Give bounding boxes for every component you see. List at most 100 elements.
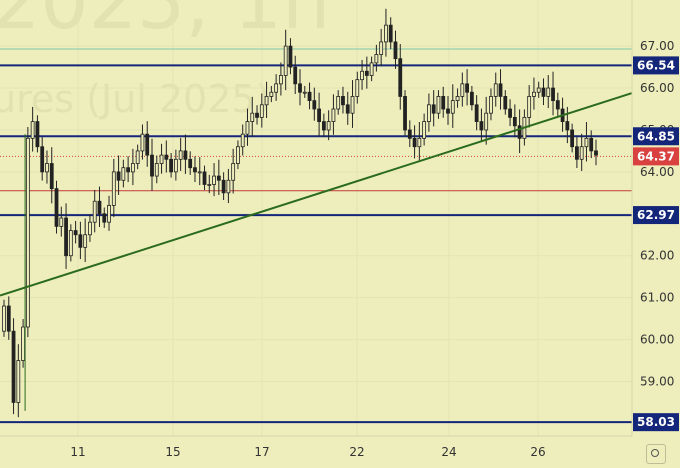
candle <box>336 90 341 115</box>
candle-body <box>269 91 274 97</box>
candle-body <box>298 83 302 93</box>
time-tick-label: 17 <box>254 445 269 459</box>
candle-body <box>336 96 341 110</box>
candle <box>575 137 579 168</box>
candle <box>78 221 83 260</box>
candle <box>508 99 512 127</box>
candle-body <box>555 100 560 110</box>
candle <box>321 113 326 138</box>
candle <box>111 158 116 218</box>
candle <box>226 168 231 204</box>
price-label-box <box>633 127 679 146</box>
candle-body <box>450 100 455 114</box>
candle <box>6 296 11 340</box>
candle <box>417 121 422 162</box>
candle <box>49 147 54 204</box>
candle-body <box>150 154 154 177</box>
candle <box>16 344 21 418</box>
candle-body <box>49 163 54 190</box>
price-label: 66.54 <box>633 56 679 75</box>
candle <box>274 74 279 101</box>
candle-body <box>493 83 498 97</box>
candle <box>207 174 212 194</box>
candle-body <box>54 188 59 227</box>
candle <box>450 84 455 128</box>
candle-body <box>193 167 197 173</box>
candle <box>474 95 479 131</box>
price-label-text: 66.54 <box>637 58 675 72</box>
trend-line-group <box>0 92 633 297</box>
candle-body <box>417 137 422 148</box>
candle <box>589 130 594 159</box>
watermark-line-1: 2025, 1h <box>0 0 330 46</box>
candle <box>264 81 269 119</box>
candle-body <box>274 83 279 93</box>
candle-body <box>16 360 21 403</box>
candle-body <box>503 96 508 110</box>
trend-line <box>0 92 633 297</box>
candle-body <box>279 75 283 85</box>
candle <box>83 218 88 263</box>
time-tick-label: 22 <box>349 445 364 459</box>
candle <box>279 62 283 96</box>
candle-body <box>455 96 460 102</box>
candle-body <box>88 221 92 236</box>
candle-body <box>551 87 555 102</box>
candle <box>240 124 245 156</box>
candle-body <box>364 70 369 76</box>
time-tick-label: 24 <box>441 445 456 459</box>
candle <box>131 148 135 186</box>
candle <box>298 69 302 106</box>
candle-body <box>398 58 403 97</box>
candle <box>107 195 111 231</box>
candle <box>288 38 293 75</box>
candle-body <box>288 45 293 68</box>
candle-body <box>2 305 6 332</box>
candle <box>412 125 417 159</box>
candle-body <box>183 150 188 160</box>
candle <box>317 92 321 137</box>
candle-body <box>107 205 111 223</box>
candle <box>551 71 555 116</box>
candle-body <box>240 133 245 148</box>
candle-body <box>436 96 441 114</box>
candle <box>269 85 274 103</box>
candle-body <box>407 129 412 139</box>
candle-body <box>379 41 384 55</box>
candle-body <box>403 96 407 131</box>
candle <box>40 137 45 181</box>
candle-body <box>374 54 379 64</box>
candle-body <box>393 41 398 60</box>
candle <box>584 121 589 162</box>
candle-body <box>126 167 131 173</box>
candle-body <box>25 137 30 328</box>
candle <box>422 113 427 146</box>
candle-body <box>202 171 207 185</box>
candle <box>570 123 575 153</box>
candle <box>341 86 345 114</box>
candle-body <box>245 121 250 135</box>
candle <box>594 139 598 166</box>
chart-settings-button[interactable] <box>646 444 666 464</box>
candle-body <box>489 96 493 114</box>
candle <box>427 93 431 132</box>
candle <box>393 30 398 69</box>
price-label-box <box>633 413 679 432</box>
candle <box>555 92 560 117</box>
candle-body <box>302 91 307 94</box>
candle <box>140 124 145 160</box>
candle <box>293 55 298 95</box>
candle-body <box>469 91 474 106</box>
candle <box>345 91 350 125</box>
candle-body <box>35 121 40 148</box>
candle <box>441 86 446 118</box>
candle <box>364 56 369 89</box>
candle <box>145 121 150 167</box>
candle-body <box>431 104 436 114</box>
candle-body <box>226 179 231 194</box>
candle <box>436 90 441 119</box>
candle-body <box>212 175 216 185</box>
candle <box>546 75 551 109</box>
candle <box>369 56 374 82</box>
candle-body <box>131 163 135 173</box>
